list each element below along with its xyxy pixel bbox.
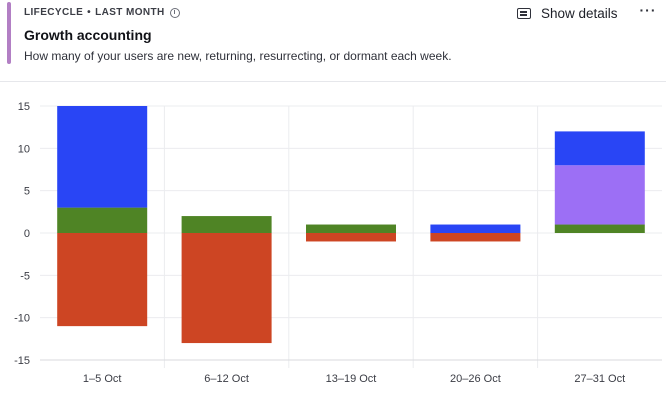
bar-segment-dormant[interactable] [430, 233, 521, 242]
insight-description: How many of your users are new, returnin… [24, 49, 452, 63]
y-tick-label: -10 [14, 313, 30, 325]
bar-segment-dormant[interactable] [306, 233, 396, 242]
eyebrow-separator: • [87, 7, 92, 18]
y-tick-label: -5 [20, 270, 30, 282]
x-tick-label: 6–12 Oct [204, 373, 249, 385]
y-tick-label: -15 [14, 355, 30, 367]
x-tick-label: 27–31 Oct [574, 373, 625, 385]
bar-segment-returning[interactable] [57, 207, 148, 233]
x-tick-label: 13–19 Oct [326, 373, 377, 385]
eyebrow: LIFECYCLE • LAST MONTH [24, 7, 180, 18]
y-tick-label: 10 [18, 143, 30, 155]
bar-segment-new[interactable] [554, 131, 645, 166]
bar-segment-returning[interactable] [181, 216, 272, 233]
show-details-button[interactable]: Show details [517, 4, 618, 22]
bar-segment-dormant[interactable] [57, 233, 148, 327]
info-icon[interactable] [169, 7, 180, 18]
x-tick-label: 20–26 Oct [450, 373, 501, 385]
bar-segment-new[interactable] [57, 106, 148, 208]
x-axis: 1–5 Oct 6–12 Oct 13–19 Oct 20–26 Oct 27–31 O… [83, 373, 625, 385]
x-tick-label: 1–5 Oct [83, 373, 122, 385]
details-icon [517, 7, 531, 19]
accent-bar [7, 2, 11, 64]
growth-accounting-chart: 15 10 5 0 -5 -10 -15 1–5 Oct 6–12 Oct 13–19 Oct 2… [14, 101, 662, 385]
chart-bars [57, 106, 645, 344]
bar-segment-returning[interactable] [554, 224, 645, 233]
y-axis: 15 10 5 0 -5 -10 -15 [14, 101, 30, 367]
bar-segment-dormant[interactable] [181, 233, 272, 344]
header-divider [0, 81, 666, 82]
bar-segment-resurrecting[interactable] [554, 165, 645, 225]
show-details-label: Show details [541, 5, 618, 21]
y-tick-label: 0 [24, 228, 30, 240]
eyebrow-period: LAST MONTH [95, 7, 165, 18]
bar-segment-new[interactable] [430, 224, 521, 233]
eyebrow-label: LIFECYCLE [24, 7, 84, 18]
y-tick-label: 15 [18, 101, 30, 113]
bar-segment-returning[interactable] [306, 224, 396, 233]
y-tick-label: 5 [24, 186, 30, 198]
more-options-button[interactable]: ··· [639, 2, 657, 18]
insight-header: LIFECYCLE • LAST MONTH Growth accounting… [0, 0, 666, 66]
insight-title: Growth accounting [24, 27, 152, 43]
